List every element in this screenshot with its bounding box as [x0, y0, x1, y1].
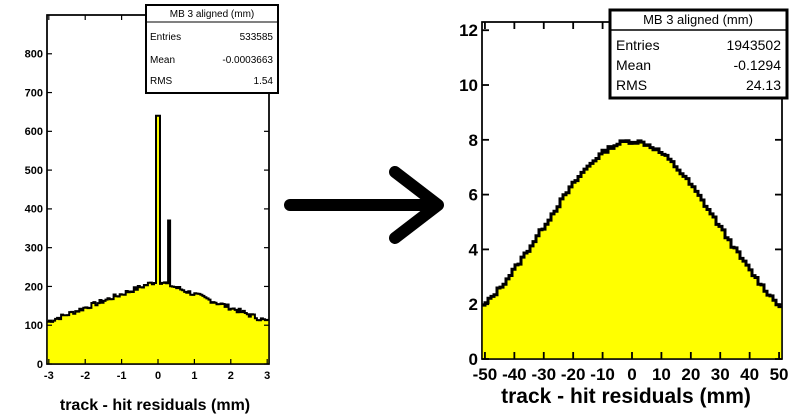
right-xtick-label: 10: [652, 365, 671, 384]
histogram-right-fill: [482, 140, 782, 359]
histogram-left: 0 100 200 300 400 500 600 700 800 -3 -2 -1 0 1 2 3 tra…: [25, 4, 279, 414]
right-xtick-label: 50: [770, 365, 789, 384]
right-ytick-label: 2: [469, 295, 478, 314]
right-xtick-label: 40: [740, 365, 759, 384]
stats-title-right: MB 3 aligned (mm): [643, 12, 753, 27]
left-xtick-label: 3: [264, 370, 270, 382]
stats-box-right: MB 3 aligned (mm) Entries 1943502 Mean -…: [608, 8, 789, 100]
left-ytick-label: 300: [25, 243, 43, 255]
left-ytick-label: 600: [25, 126, 43, 138]
left-ytick-label: 500: [25, 165, 43, 177]
left-ytick-label: 400: [25, 204, 43, 216]
right-xtick-label: -40: [502, 365, 527, 384]
left-xtick-label: -1: [117, 370, 127, 382]
stats-label-right-mean: Mean: [616, 57, 651, 73]
left-ytick-label: 700: [25, 87, 43, 99]
right-xtick-label: -50: [473, 365, 498, 384]
x-ticks-right: -50 -40 -30 -20 -10 0 10 20 30 40 50: [473, 22, 789, 384]
arrow-right-icon: [284, 166, 444, 244]
right-ytick-label: 10: [459, 76, 478, 95]
stats-title-left: MB 3 aligned (mm): [170, 9, 254, 20]
left-ytick-label: 800: [25, 49, 43, 61]
right-xtick-label: -30: [531, 365, 556, 384]
left-ytick-label: 200: [25, 281, 43, 293]
right-xtick-label: 0: [627, 365, 636, 384]
stats-box-left: MB 3 aligned (mm) Entries 533585 Mean -0…: [145, 4, 279, 94]
histogram-right: 0 2 4 6 8 10 12 -50 -40 -30 -20 -10 0 10 20 30 40 50 tra…: [459, 8, 789, 408]
stats-value-right-entries: 1943502: [726, 37, 781, 53]
x-axis-label-right: track - hit residuals (mm): [501, 385, 751, 408]
left-ytick-label: 100: [25, 320, 43, 332]
stats-label-left-rms: RMS: [150, 76, 173, 87]
stats-value-right-rms: 24.13: [746, 77, 781, 93]
right-xtick-label: -20: [561, 365, 586, 384]
right-ytick-label: 4: [469, 240, 479, 259]
histogram-right-outline: [482, 139, 782, 309]
x-axis-label-left: track - hit residuals (mm): [60, 397, 250, 414]
right-ytick-label: 0: [469, 350, 478, 369]
stats-label-left-mean: Mean: [150, 55, 175, 66]
stats-value-left-rms: 1.54: [254, 76, 274, 87]
histogram-left-fill: [47, 115, 269, 364]
right-xtick-label: 20: [681, 365, 700, 384]
left-xtick-label: 0: [155, 370, 161, 382]
stats-label-right-rms: RMS: [616, 77, 647, 93]
histogram-left-outline: [47, 114, 269, 323]
stats-value-left-entries: 533585: [240, 32, 274, 43]
y-ticks-right: 0 2 4 6 8 10 12: [459, 21, 782, 369]
left-xtick-label: -3: [44, 370, 54, 382]
right-xtick-label: -10: [590, 365, 615, 384]
left-ytick-label: 0: [37, 359, 43, 371]
stats-label-right-entries: Entries: [616, 37, 660, 53]
right-xtick-label: 30: [711, 365, 730, 384]
y-ticks-left: 0 100 200 300 400 500 600 700 800: [25, 49, 269, 371]
stats-value-left-mean: -0.0003663: [222, 55, 273, 66]
left-xtick-label: 1: [191, 370, 197, 382]
right-ytick-label: 8: [469, 131, 478, 150]
left-xtick-label: 2: [228, 370, 234, 382]
right-ytick-label: 12: [459, 21, 478, 40]
stats-value-right-mean: -0.1294: [734, 57, 782, 73]
left-xtick-label: -2: [80, 370, 90, 382]
stats-label-left-entries: Entries: [150, 32, 181, 43]
right-ytick-label: 6: [469, 186, 478, 205]
